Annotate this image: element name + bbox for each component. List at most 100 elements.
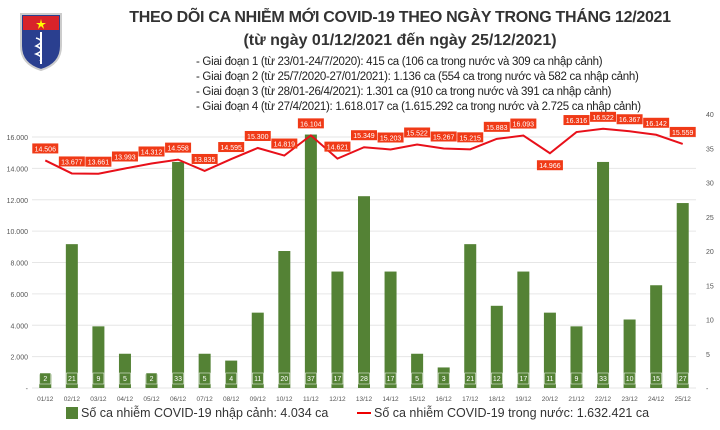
line-label-box [244,130,271,141]
x-axis-tick: 13/12 [356,396,373,403]
bar-data-label: 4 [229,376,233,383]
legend-imported-label: Số ca nhiễm COVID-19 nhập cảnh: 4.034 ca [81,406,329,420]
line-label-box [85,156,112,167]
bar-data-label: 10 [626,376,634,383]
line-label-box [616,114,643,125]
bar-data-label: 9 [575,376,579,383]
left-axis-tick: 8.000 [10,261,28,268]
bar [358,196,370,388]
phase-4-text: - Giai đoạn 4 (từ 27/4/2021): 1.618.017 … [196,101,641,113]
chart-title: THEO DÕI CA NHIỄM MỚI COVID-19 THEO NGÀY… [129,9,671,26]
bar-label-box [278,372,291,385]
legend-line-swatch [357,412,371,414]
legend-imported: Số ca nhiễm COVID-19 nhập cảnh: 4.034 ca [66,406,328,420]
bar-data-label: 3 [442,376,446,383]
bar-data-label: 33 [174,376,182,383]
bar-data-label: 28 [360,376,368,383]
line-data-label: 15.203 [380,136,402,143]
line-data-label: 15.522 [406,130,428,137]
left-axis-tick: 2.000 [10,355,28,362]
bar [517,271,530,388]
bar-data-label: 15 [652,376,660,383]
bar-label-box [225,372,237,385]
bar-label-box [411,372,423,385]
line-data-label: 16.367 [619,117,641,124]
line-data-label: 15.883 [486,125,508,132]
left-axis-tick: 4.000 [10,323,28,330]
right-axis-tick: 25 [706,215,714,222]
bar-data-label: 17 [334,376,342,383]
bar-label-box [623,372,636,385]
right-axis-tick: - [706,386,709,393]
x-axis-tick: 20/12 [542,396,559,403]
bar [331,271,344,388]
bar-label-box [66,372,78,385]
line-label-box [58,156,85,167]
right-axis-tick: 40 [706,112,714,119]
bar-label-box [437,372,450,385]
bar [543,312,556,388]
line-data-label: 14.558 [167,146,189,153]
bar-label-box [597,372,609,385]
x-axis-tick: 19/12 [515,396,532,403]
bar-data-label: 20 [280,376,288,383]
bar [118,353,131,388]
bar-label-box [39,372,52,385]
left-axis-tick: 16.000 [7,135,29,142]
bar-label-box [650,372,662,385]
bar-data-label: 9 [96,376,100,383]
right-axis-tick: 35 [706,146,714,153]
bar [650,285,663,388]
line-label-box [165,142,192,153]
x-axis-tick: 15/12 [409,396,426,403]
line-label-box [351,130,377,141]
bar-data-label: 37 [307,376,315,383]
bar-label-box [464,372,476,385]
line-data-label: 15.215 [460,135,482,142]
line-label-box [377,132,404,143]
bar-label-box [384,372,397,385]
bar-label-box [358,372,370,385]
legend-bar-swatch [66,407,78,419]
bar-data-label: 11 [546,376,553,383]
line-label-box [536,160,563,171]
ministry-of-health-logo [20,13,62,72]
bar-data-label: 2 [150,376,154,383]
line-data-label: 13.993 [114,154,136,161]
x-axis-tick: 17/12 [462,396,479,403]
bar-label-box [676,372,689,385]
left-axis-tick: 12.000 [7,198,29,205]
x-axis-tick: 22/12 [595,396,612,403]
bar [676,203,689,388]
left-axis-tick: - [26,386,29,393]
line-data-label: 15.300 [247,134,269,141]
bar-label-box [544,372,556,385]
bar-data-label: 5 [203,376,207,383]
line-label-box [324,141,351,152]
bar [490,305,503,388]
x-axis-tick: 10/12 [276,396,293,403]
line-data-label: 15.267 [433,134,455,141]
bar-label-box [172,372,184,385]
bar [65,244,78,388]
x-axis-tick: 23/12 [621,396,638,403]
x-axis-tick: 08/12 [223,396,240,403]
line-label-box [271,138,298,149]
left-axis-tick: 6.000 [10,292,28,299]
x-axis-tick: 24/12 [648,396,665,403]
x-axis-tick: 03/12 [90,396,107,403]
bar [597,161,610,388]
line-data-label: 14.621 [327,145,349,152]
bar [251,312,264,388]
line-label-box [297,118,324,129]
chart-subtitle: (từ ngày 01/12/2021 đến ngày 25/12/2021) [243,32,557,49]
right-axis-tick: 30 [706,181,714,188]
line-label-box [32,143,59,154]
line-label-box [643,117,670,128]
line-data-label: 15.349 [353,133,375,140]
line-label-box [590,111,617,122]
x-axis-tick: 05/12 [143,396,160,403]
line-label-box [510,118,537,129]
x-axis-tick: 09/12 [250,396,267,403]
